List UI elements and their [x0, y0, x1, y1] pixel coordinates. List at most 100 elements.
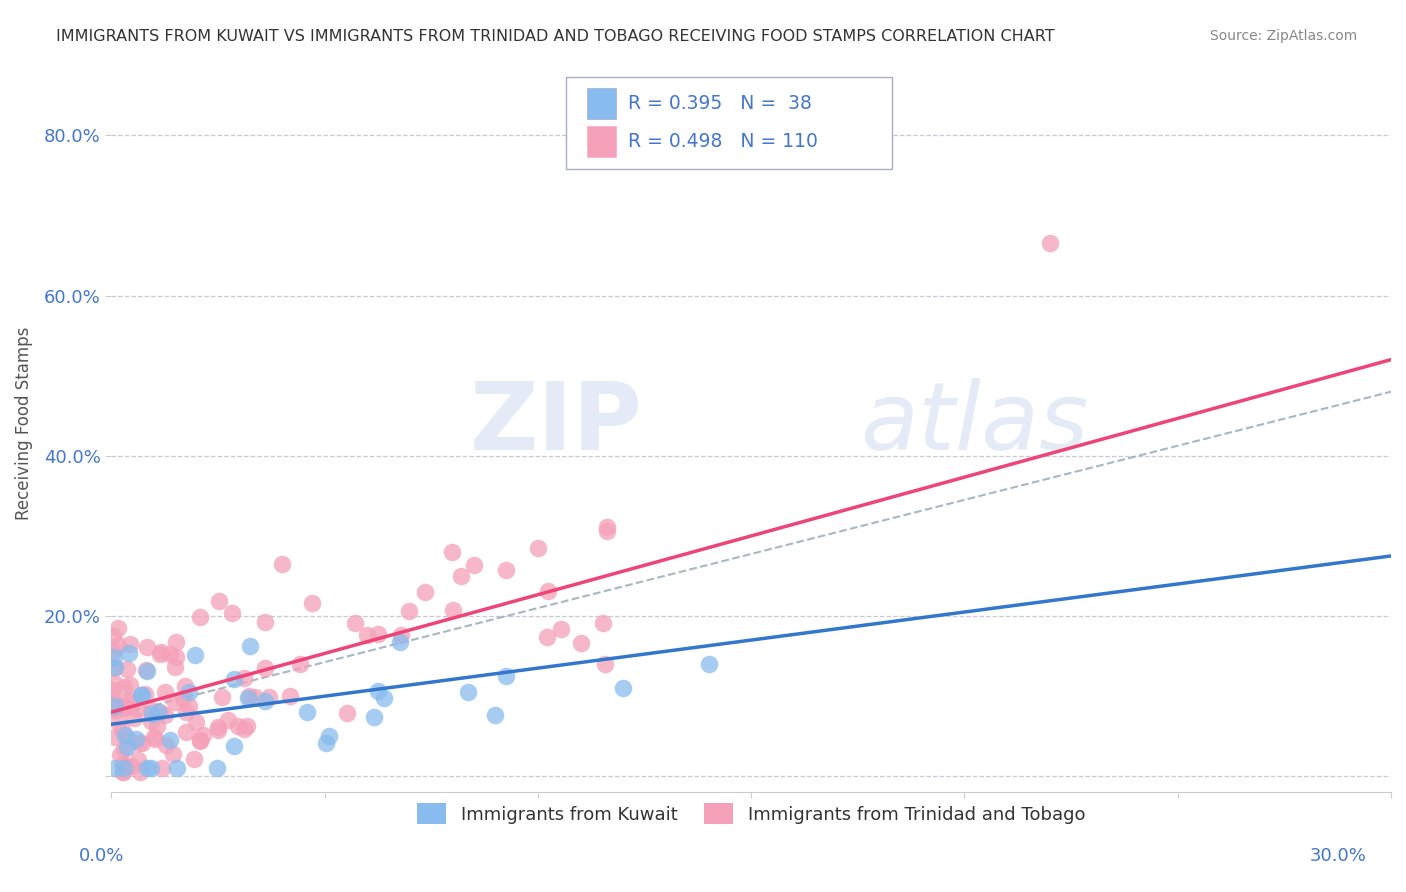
Point — [183, 752, 205, 766]
Point — [441, 603, 464, 617]
Point — [188, 610, 211, 624]
Point — [253, 661, 276, 675]
Point — [104, 699, 127, 714]
Point — [363, 710, 385, 724]
Point — [367, 627, 389, 641]
Point — [228, 719, 250, 733]
Point — [135, 663, 157, 677]
Point — [440, 545, 463, 559]
Point — [165, 695, 187, 709]
Point — [177, 685, 200, 699]
Point — [233, 722, 256, 736]
Point — [159, 732, 181, 747]
Point — [101, 693, 124, 707]
Point — [593, 657, 616, 671]
Point — [111, 723, 134, 737]
Point — [141, 706, 163, 721]
Point — [253, 615, 276, 629]
Point — [112, 757, 135, 772]
Point — [217, 713, 239, 727]
Y-axis label: Receiving Food Stamps: Receiving Food Stamps — [15, 327, 32, 520]
FancyBboxPatch shape — [565, 78, 891, 169]
Point — [527, 541, 550, 555]
Point — [162, 747, 184, 761]
Point — [356, 628, 378, 642]
Point — [142, 730, 165, 744]
Point — [143, 731, 166, 746]
Point — [191, 728, 214, 742]
Point — [127, 701, 149, 715]
Point — [280, 690, 302, 704]
Point — [238, 691, 260, 706]
Point — [112, 742, 135, 756]
Point — [388, 635, 411, 649]
Point — [131, 689, 153, 703]
Point — [592, 615, 614, 630]
Point — [495, 669, 517, 683]
Point — [550, 622, 572, 636]
Point — [389, 627, 412, 641]
Point — [172, 691, 194, 706]
Point — [118, 677, 141, 691]
Point — [318, 729, 340, 743]
Point — [245, 690, 267, 704]
Point — [139, 761, 162, 775]
Point — [176, 725, 198, 739]
Point — [120, 637, 142, 651]
Point — [367, 683, 389, 698]
Point — [111, 756, 134, 771]
Point — [104, 660, 127, 674]
Point — [107, 714, 129, 729]
Point — [149, 706, 172, 720]
Point — [104, 730, 127, 744]
Point — [1039, 236, 1062, 251]
Point — [139, 714, 162, 728]
Point — [128, 736, 150, 750]
Point — [131, 737, 153, 751]
Point — [413, 584, 436, 599]
Text: R = 0.498   N = 110: R = 0.498 N = 110 — [628, 132, 818, 151]
Point — [536, 584, 558, 599]
Point — [107, 621, 129, 635]
Text: ZIP: ZIP — [470, 377, 643, 470]
Point — [344, 616, 367, 631]
Point — [141, 703, 163, 717]
Point — [103, 701, 125, 715]
Point — [120, 695, 142, 709]
Point — [232, 671, 254, 685]
Point — [129, 688, 152, 702]
Point — [129, 765, 152, 780]
Bar — [588, 87, 616, 119]
Point — [149, 645, 172, 659]
Point — [238, 690, 260, 704]
Point — [205, 761, 228, 775]
Point — [188, 734, 211, 748]
Text: atlas: atlas — [860, 378, 1088, 469]
Point — [112, 761, 135, 775]
Point — [110, 748, 132, 763]
Point — [155, 738, 177, 752]
Point — [107, 638, 129, 652]
Point — [114, 700, 136, 714]
Point — [163, 660, 186, 674]
Point — [111, 765, 134, 780]
Text: R = 0.395   N =  38: R = 0.395 N = 38 — [628, 94, 813, 112]
Point — [315, 736, 337, 750]
Point — [135, 761, 157, 775]
Point — [207, 723, 229, 737]
Point — [112, 680, 135, 694]
Point — [103, 650, 125, 665]
Point — [118, 646, 141, 660]
Point — [165, 650, 187, 665]
Point — [463, 558, 485, 572]
Point — [136, 664, 159, 678]
Point — [146, 719, 169, 733]
Point — [569, 636, 592, 650]
Point — [101, 629, 124, 643]
Point — [127, 753, 149, 767]
Point — [165, 634, 187, 648]
Point — [288, 657, 311, 672]
Point — [612, 681, 634, 695]
Point — [301, 596, 323, 610]
Point — [457, 684, 479, 698]
